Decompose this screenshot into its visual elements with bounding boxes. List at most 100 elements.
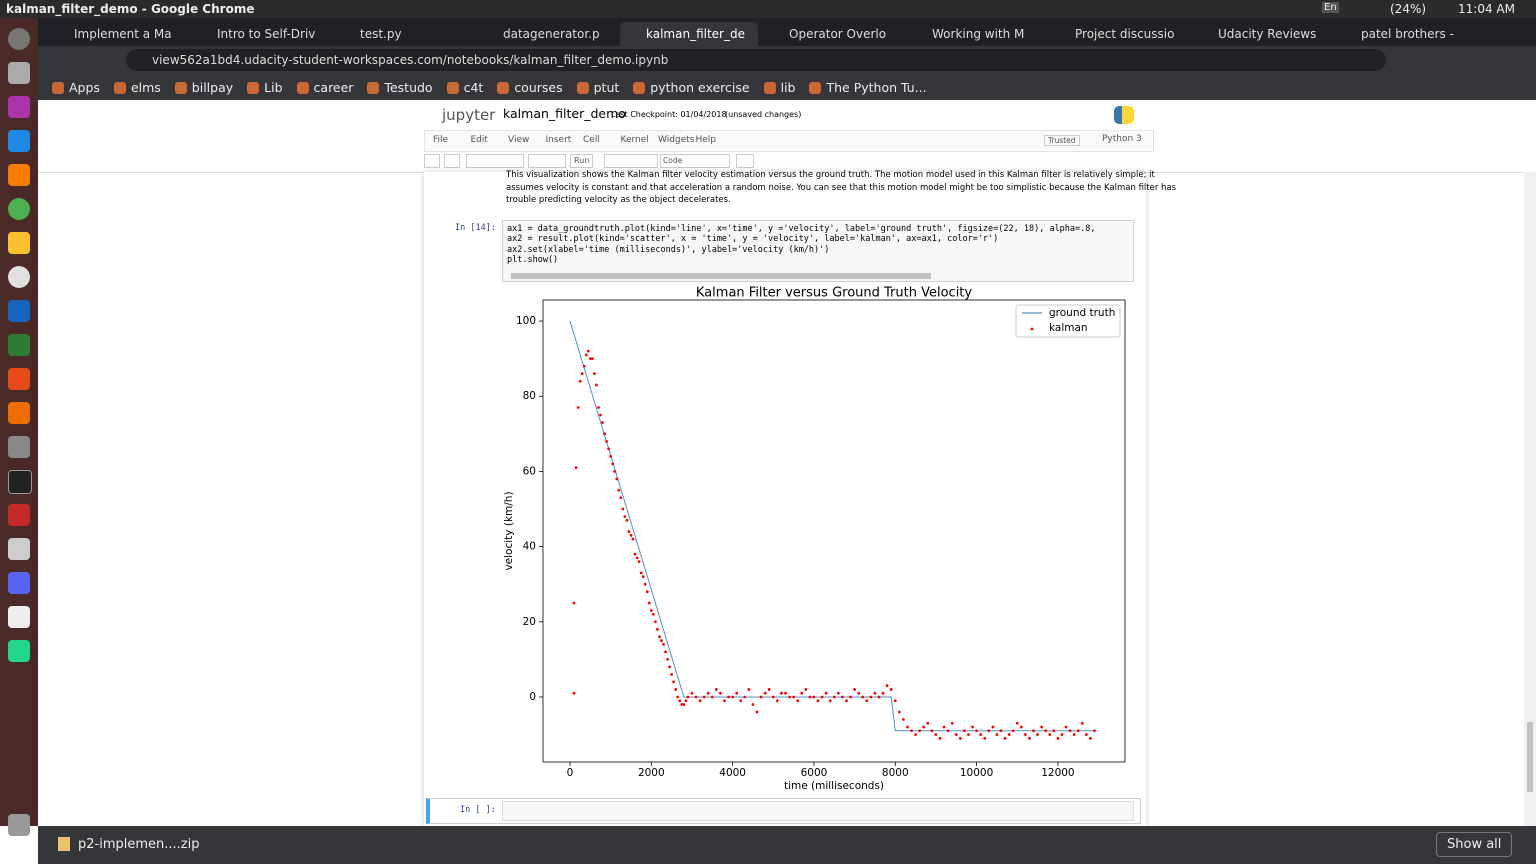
dock-icon[interactable] — [8, 334, 30, 356]
scatter-point — [597, 406, 600, 409]
dock-icon[interactable] — [8, 606, 30, 628]
scrollbar[interactable] — [511, 273, 931, 279]
keyboard-button[interactable] — [736, 154, 754, 168]
scatter-point — [828, 699, 832, 703]
bookmark[interactable]: elms — [114, 80, 161, 95]
dock-icon[interactable] — [8, 504, 30, 526]
dock-icon[interactable] — [8, 470, 32, 494]
tool-button[interactable] — [444, 154, 460, 168]
jupyter-logo[interactable]: jupyter — [442, 106, 496, 124]
scatter-point — [995, 733, 999, 736]
notebook-name[interactable]: kalman_filter_demo — [503, 106, 626, 121]
tab[interactable]: patel brothers - — [1361, 27, 1454, 41]
scatter-point — [1019, 725, 1023, 729]
kernel[interactable]: Python 3 — [1102, 134, 1142, 144]
dock-icon[interactable] — [8, 28, 30, 50]
bookmark[interactable]: ptut — [577, 80, 620, 95]
bookmark[interactable]: billpay — [175, 80, 233, 95]
scatter-point — [885, 684, 889, 688]
prompt: In [14]: — [455, 223, 496, 233]
tab[interactable]: Operator Overlo — [789, 27, 887, 41]
trusted[interactable]: Trusted — [1044, 135, 1080, 146]
tab[interactable]: Working with M — [932, 27, 1025, 41]
tool-group[interactable] — [528, 154, 566, 168]
scatter-point — [623, 515, 627, 518]
prompt: In [ ]: — [460, 805, 496, 815]
battery[interactable]: (24%) — [1390, 2, 1427, 16]
bookmark[interactable]: Testudo — [367, 80, 432, 95]
tool-group[interactable] — [466, 154, 524, 168]
tab[interactable]: Udacity Reviews — [1218, 27, 1317, 41]
dock-icon[interactable] — [8, 402, 30, 424]
dock-icon[interactable] — [8, 164, 30, 186]
dock-icon[interactable] — [8, 130, 30, 152]
dock-icon[interactable] — [8, 266, 30, 288]
bookmark[interactable]: c4t — [447, 80, 484, 95]
menu-item[interactable]: Edit — [470, 135, 488, 145]
cell-type-select[interactable]: Code — [660, 154, 730, 168]
scatter-point — [686, 695, 690, 699]
menu-item[interactable]: Cell — [583, 135, 600, 145]
menu-item[interactable]: File — [433, 135, 449, 145]
scatter-point — [678, 699, 682, 703]
dock-icon[interactable] — [8, 300, 30, 322]
menu-item[interactable]: Insert — [545, 135, 572, 145]
download-item[interactable]: p2-implemen....zip — [78, 837, 200, 852]
scatter-point — [599, 413, 602, 417]
run-button[interactable]: Run — [570, 154, 594, 168]
tab[interactable]: Project discussio — [1075, 27, 1175, 41]
clock[interactable]: 11:04 AM — [1458, 2, 1515, 16]
bookmark[interactable]: career — [297, 80, 354, 95]
menu-item[interactable]: View — [508, 135, 530, 145]
tab[interactable]: test.py — [360, 27, 402, 41]
scatter-point — [747, 688, 751, 691]
notebook: This visualization shows the Kalman filt… — [424, 170, 1176, 826]
trash-icon[interactable] — [8, 814, 30, 836]
bookmark[interactable]: Apps — [52, 80, 100, 95]
scatter-point — [588, 357, 592, 361]
scatter-point — [881, 691, 885, 695]
tab[interactable]: datagenerator.p — [503, 27, 600, 41]
dock-icon[interactable] — [8, 96, 30, 118]
scatter-point — [702, 695, 706, 699]
unsaved: (unsaved changes) — [725, 110, 802, 119]
scatter-point — [1060, 733, 1064, 736]
bookmark[interactable]: courses — [497, 80, 562, 95]
tab[interactable]: Implement a Ma — [74, 27, 172, 41]
dock-icon[interactable] — [8, 436, 30, 458]
scatter-point — [755, 710, 759, 714]
dock-icon[interactable] — [8, 232, 30, 254]
dock-icon[interactable] — [8, 368, 30, 390]
bookmark[interactable]: python exercise — [633, 80, 749, 95]
menu-item[interactable]: Kernel — [620, 135, 649, 145]
page-scrollbar[interactable] — [1524, 172, 1536, 826]
tool-group[interactable] — [604, 154, 658, 168]
code-input[interactable] — [502, 801, 1134, 821]
tab[interactable]: Intro to Self-Driv — [217, 27, 316, 41]
dock-icon[interactable] — [8, 198, 30, 220]
tool-button[interactable] — [424, 154, 440, 168]
x-tick-label: 4000 — [719, 767, 746, 779]
tab[interactable]: kalman_filter_de — [620, 22, 758, 46]
menu-item[interactable]: Help — [695, 135, 717, 145]
scatter-point — [572, 691, 576, 695]
bookmark[interactable]: Lib — [247, 80, 282, 95]
empty-cell[interactable]: In [ ]: — [426, 798, 1141, 824]
dock-icon[interactable] — [8, 572, 30, 594]
scatter-point — [582, 364, 586, 368]
language[interactable]: En — [1322, 2, 1339, 13]
scatter-point — [910, 729, 913, 733]
menu-item[interactable]: Widgets — [658, 135, 695, 145]
dock-icon[interactable] — [8, 538, 30, 560]
bookmark[interactable]: The Python Tu... — [809, 80, 926, 95]
bookmark[interactable]: lib — [764, 80, 796, 95]
legend-swatch — [1030, 327, 1034, 331]
dock-icon[interactable] — [8, 62, 30, 84]
show-all-button[interactable]: Show all — [1436, 832, 1513, 857]
scatter-point — [1072, 733, 1076, 736]
scroll-thumb[interactable] — [1527, 722, 1533, 792]
dock-icon[interactable] — [8, 640, 30, 662]
window-title: kalman_filter_demo - Google Chrome — [6, 2, 255, 16]
address-bar[interactable]: view562a1bd4.udacity-student-workspaces.… — [126, 49, 1386, 71]
code-cell[interactable]: ax1 = data_groundtruth.plot(kind='line',… — [502, 220, 1134, 282]
